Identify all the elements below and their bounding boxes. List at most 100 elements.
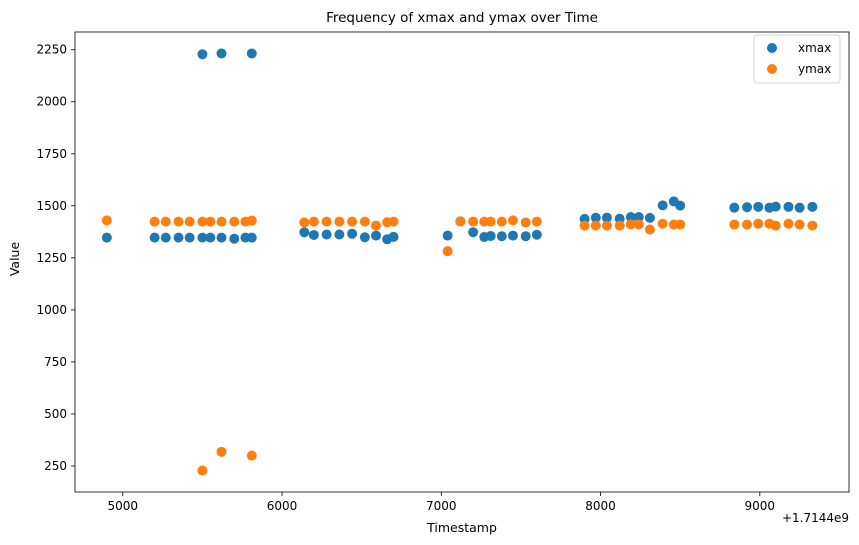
point-ymax bbox=[149, 216, 160, 227]
point-xmax bbox=[794, 202, 805, 213]
point-ymax bbox=[205, 216, 216, 227]
point-xmax bbox=[770, 201, 781, 212]
point-xmax bbox=[359, 232, 370, 243]
point-ymax bbox=[783, 218, 794, 229]
point-ymax bbox=[644, 224, 655, 235]
point-ymax bbox=[246, 215, 257, 226]
y-tick-label: 750 bbox=[44, 355, 67, 369]
point-ymax bbox=[246, 450, 257, 461]
point-xmax bbox=[321, 229, 332, 240]
point-xmax bbox=[388, 231, 399, 242]
point-xmax bbox=[173, 232, 184, 243]
point-xmax bbox=[160, 232, 171, 243]
y-tick-label: 250 bbox=[44, 459, 67, 473]
point-xmax bbox=[644, 212, 655, 223]
point-ymax bbox=[334, 216, 345, 227]
point-xmax bbox=[205, 232, 216, 243]
y-tick-label: 2250 bbox=[36, 43, 67, 57]
point-xmax bbox=[197, 232, 208, 243]
point-ymax bbox=[160, 216, 171, 227]
point-xmax bbox=[468, 227, 479, 238]
point-xmax bbox=[729, 202, 740, 213]
point-ymax bbox=[807, 220, 818, 231]
point-ymax bbox=[299, 217, 310, 228]
legend-marker-ymax bbox=[767, 64, 777, 74]
point-ymax bbox=[371, 220, 381, 231]
point-ymax bbox=[742, 219, 753, 230]
y-tick-label: 1250 bbox=[36, 251, 67, 265]
point-ymax bbox=[359, 216, 370, 227]
point-ymax bbox=[753, 218, 764, 229]
point-ymax bbox=[633, 219, 644, 230]
point-ymax bbox=[468, 216, 479, 227]
point-xmax bbox=[807, 201, 818, 212]
point-xmax bbox=[246, 232, 257, 243]
point-ymax bbox=[308, 216, 319, 227]
point-ymax bbox=[601, 220, 612, 231]
point-ymax bbox=[485, 216, 496, 227]
y-axis-ticks: 250 500 750 1000 1250 1500 1750 2000 2250 bbox=[36, 43, 75, 473]
point-xmax bbox=[184, 232, 195, 243]
point-ymax bbox=[507, 215, 518, 226]
point-ymax bbox=[101, 215, 112, 226]
point-xmax bbox=[149, 232, 160, 243]
x-axis-ticks: 5000 6000 7000 8000 9000 bbox=[108, 492, 776, 513]
point-ymax bbox=[657, 218, 668, 229]
point-xmax bbox=[675, 200, 686, 211]
x-offset-label: +1.7144e9 bbox=[782, 511, 849, 525]
point-xmax bbox=[334, 229, 345, 240]
point-xmax bbox=[216, 48, 227, 59]
point-ymax bbox=[520, 217, 531, 228]
point-xmax bbox=[590, 212, 601, 223]
x-tick-label: 9000 bbox=[745, 499, 776, 513]
point-ymax bbox=[197, 465, 208, 476]
y-axis-label: Value bbox=[7, 242, 22, 277]
point-xmax bbox=[507, 230, 518, 241]
point-ymax bbox=[675, 219, 686, 230]
point-ymax bbox=[442, 246, 453, 257]
legend-marker-xmax bbox=[767, 43, 777, 53]
point-xmax bbox=[442, 230, 453, 241]
y-tick-label: 1750 bbox=[36, 147, 67, 161]
point-ymax bbox=[770, 220, 781, 231]
point-xmax bbox=[216, 232, 227, 243]
point-xmax bbox=[197, 49, 208, 60]
legend-label-xmax: xmax bbox=[798, 41, 831, 55]
point-ymax bbox=[229, 216, 240, 227]
point-xmax bbox=[101, 232, 112, 243]
point-xmax bbox=[246, 48, 257, 59]
point-ymax bbox=[579, 220, 590, 231]
point-xmax bbox=[614, 213, 625, 224]
y-tick-label: 500 bbox=[44, 407, 67, 421]
point-xmax bbox=[347, 228, 358, 239]
point-xmax bbox=[299, 227, 310, 238]
chart-title: Frequency of xmax and ymax over Time bbox=[326, 10, 598, 26]
x-tick-label: 6000 bbox=[267, 499, 298, 513]
point-ymax bbox=[794, 219, 805, 230]
point-ymax bbox=[321, 216, 332, 227]
point-xmax bbox=[485, 230, 496, 241]
point-xmax bbox=[229, 233, 240, 244]
point-xmax bbox=[753, 201, 764, 212]
x-tick-label: 8000 bbox=[585, 499, 616, 513]
point-xmax bbox=[371, 230, 381, 241]
point-ymax bbox=[173, 216, 184, 227]
point-xmax bbox=[308, 229, 319, 240]
point-xmax bbox=[742, 202, 753, 213]
point-xmax bbox=[657, 200, 668, 211]
point-ymax bbox=[455, 216, 466, 227]
plot-frame bbox=[74, 31, 850, 493]
legend-label-ymax: ymax bbox=[798, 62, 831, 76]
x-axis-label: Timestamp bbox=[426, 520, 497, 535]
point-ymax bbox=[614, 220, 625, 231]
point-xmax bbox=[601, 212, 612, 223]
point-ymax bbox=[590, 220, 601, 231]
y-tick-label: 1500 bbox=[36, 199, 67, 213]
point-ymax bbox=[197, 216, 208, 227]
point-ymax bbox=[496, 216, 507, 227]
point-xmax bbox=[633, 212, 644, 223]
point-ymax bbox=[184, 216, 195, 227]
x-tick-label: 7000 bbox=[426, 499, 457, 513]
plot-marks bbox=[101, 48, 818, 476]
point-xmax bbox=[783, 201, 794, 212]
